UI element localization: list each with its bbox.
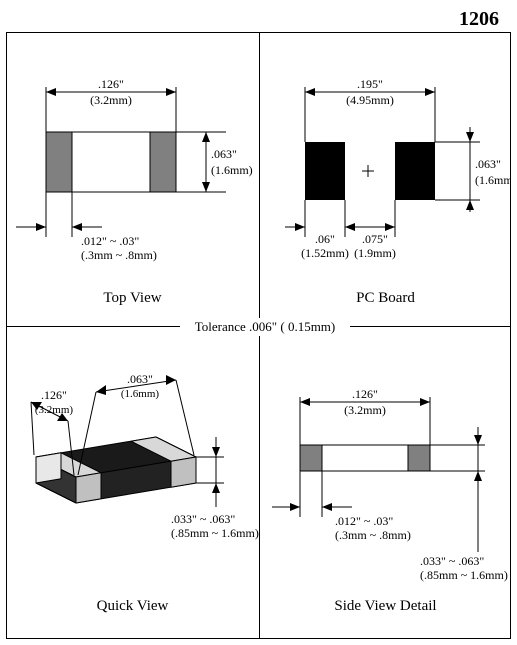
tv-t-mm: (.3mm ~ .8mm) <box>81 248 157 262</box>
pb-p-mm: (1.52mm) <box>301 246 349 260</box>
pb-w-in: .195" <box>357 77 383 91</box>
tv-w-mm: (3.2mm) <box>90 93 132 107</box>
pb-h-in: .063" <box>475 157 501 171</box>
tv-h-in: .063" <box>211 147 237 161</box>
top-view-caption: Top View <box>6 290 259 307</box>
pc-board-svg: .195" (4.95mm) .063" (1.6mm) .06" (1.52m… <box>260 32 511 326</box>
pb-w-mm: (4.95mm) <box>346 93 394 107</box>
side-view-caption: Side View Detail <box>260 598 511 615</box>
qv-d-mm: (1.6mm) <box>121 388 160 400</box>
sv-h-mm: (.85mm ~ 1.6mm) <box>420 568 508 582</box>
pb-g-in: .075" <box>362 232 388 246</box>
package-header: 1206 <box>459 8 499 31</box>
sv-w-mm: (3.2mm) <box>344 403 386 417</box>
qv-h-mm: (.85mm ~ 1.6mm) <box>171 526 259 540</box>
sv-h-in: .033" ~ .063" <box>420 554 484 568</box>
tv-w-in: .126" <box>98 77 124 91</box>
qv-d-in: .063" <box>127 372 153 386</box>
qv-w-mm: (3.2mm) <box>35 404 74 416</box>
qv-h-in: .033" ~ .063" <box>171 512 235 526</box>
tv-t-in: .012" ~ .03" <box>81 234 139 248</box>
sv-w-in: .126" <box>352 387 378 401</box>
pc-board-caption: PC Board <box>260 290 511 307</box>
pb-h-mm: (1.6mm) <box>475 173 511 187</box>
quick-view-svg: .126" (3.2mm) .063" (1.6mm) .033" ~ .063… <box>6 327 259 639</box>
pb-g-mm: (1.9mm) <box>354 246 396 260</box>
side-view-svg: .126" (3.2mm) .012" ~ .03" (.3mm ~ .8mm)… <box>260 327 511 639</box>
quick-view-caption: Quick View <box>6 598 259 615</box>
top-view-svg: .126" (3.2mm) .063" (1.6mm) .012" ~ .03"… <box>6 32 259 326</box>
qv-w-in: .126" <box>41 388 67 402</box>
sv-t-in: .012" ~ .03" <box>335 514 393 528</box>
tv-h-mm: (1.6mm) <box>211 163 253 177</box>
sv-t-mm: (.3mm ~ .8mm) <box>335 528 411 542</box>
pb-p-in: .06" <box>315 232 335 246</box>
